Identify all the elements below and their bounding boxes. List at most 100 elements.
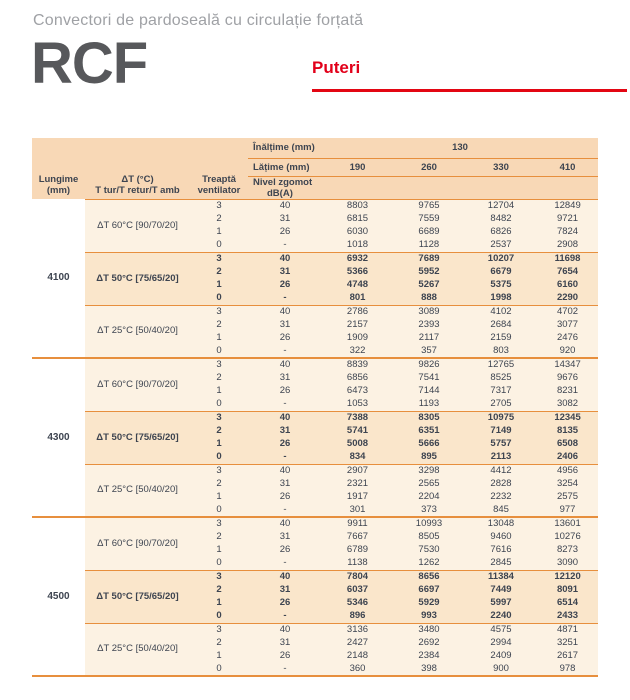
power-value-cell-330: 12704 <box>465 199 537 213</box>
noise-level-cell: 31 <box>248 424 322 438</box>
fan-speed-cell: 3 <box>190 358 248 372</box>
power-value-cell-190: 360 <box>322 662 393 678</box>
power-value-cell-190: 896 <box>322 609 393 624</box>
power-value-cell-330: 2845 <box>465 556 537 571</box>
fan-speed-cell: 0 <box>190 503 248 519</box>
power-value-cell-330: 7149 <box>465 424 537 438</box>
table-row: 0-360 398 900 978 <box>32 662 599 678</box>
power-value-cell-260: 9765 <box>393 199 465 213</box>
fan-speed-cell: 0 <box>190 556 248 571</box>
fan-speed-cell: 1 <box>190 490 248 504</box>
table-row: 0-322 357 803 920 <box>32 344 599 360</box>
power-value-cell-190: 6856 <box>322 371 393 385</box>
header-spacer-1 <box>322 176 393 200</box>
header-width-190: 190 <box>322 158 393 177</box>
power-value-cell-190: 5346 <box>322 596 393 610</box>
fan-speed-cell: 3 <box>190 623 248 637</box>
red-divider-rule <box>312 89 627 92</box>
power-value-cell-330: 9460 <box>465 530 537 544</box>
table-row: 0-1053 1193 2705 3082 <box>32 397 599 412</box>
power-value-cell-330: 10975 <box>465 411 537 425</box>
power-value-cell-190: 1909 <box>322 331 393 345</box>
fan-speed-cell: 0 <box>190 397 248 412</box>
power-value-cell-330: 2232 <box>465 490 537 504</box>
power-value-cell-330: 4412 <box>465 464 537 478</box>
table-row: 1 26 1917 2204 2232 2575 <box>32 490 599 504</box>
power-value-cell-330: 4102 <box>465 305 537 319</box>
table-row: 4500 ΔT 60°C [90/70/20] 3 40 9911 10993 13048 1… <box>32 517 599 677</box>
power-value-cell-260: 2565 <box>393 477 465 491</box>
power-value-cell-190: 1018 <box>322 238 393 253</box>
power-value-cell-260: 10993 <box>393 517 465 531</box>
table-row: 2 31 6856 7541 8525 9676 <box>32 371 599 385</box>
header-fan-speed-line1: Treaptă <box>202 173 236 185</box>
header-noise-line2: dB(A) <box>267 187 293 199</box>
power-value-cell-410: 2908 <box>537 238 599 253</box>
power-value-cell-410: 8091 <box>537 583 599 597</box>
delta-t-cell: ΔT 25°C [50/40/20] <box>85 623 190 677</box>
power-value-cell-330: 4575 <box>465 623 537 637</box>
table-row: 1 26 6030 6689 6826 7824 <box>32 225 599 239</box>
power-value-cell-330: 13048 <box>465 517 537 531</box>
header-fan-speed-line2: ventilator <box>197 184 241 196</box>
power-value-cell-260: 1262 <box>393 556 465 571</box>
power-value-cell-260: 8305 <box>393 411 465 425</box>
power-value-cell-330: 7317 <box>465 384 537 398</box>
fan-speed-cell: 2 <box>190 265 248 279</box>
fan-speed-cell: 3 <box>190 570 248 584</box>
noise-level-cell: - <box>248 344 322 360</box>
power-value-cell-190: 7667 <box>322 530 393 544</box>
power-value-cell-190: 2907 <box>322 464 393 478</box>
header-spacer-4 <box>537 176 599 200</box>
power-value-cell-330: 8525 <box>465 371 537 385</box>
power-value-cell-190: 301 <box>322 503 393 519</box>
power-value-cell-190: 5741 <box>322 424 393 438</box>
table-row: 2 31 6815 7559 8482 9721 <box>32 212 599 226</box>
power-value-cell-190: 8803 <box>322 199 393 213</box>
power-table: Lungime (mm) ΔT (°C) T tur/T retur/T amb… <box>32 138 599 678</box>
power-value-cell-260: 357 <box>393 344 465 360</box>
power-value-cell-330: 2684 <box>465 318 537 332</box>
power-value-cell-190: 1917 <box>322 490 393 504</box>
power-value-cell-410: 2406 <box>537 450 599 465</box>
section-label: Puteri <box>312 58 361 77</box>
power-value-cell-190: 1138 <box>322 556 393 571</box>
noise-level-cell: 26 <box>248 596 322 610</box>
fan-speed-cell: 0 <box>190 662 248 678</box>
header-spacer-3 <box>465 176 537 200</box>
fan-speed-cell: 3 <box>190 305 248 319</box>
fan-speed-cell: 0 <box>190 344 248 360</box>
fan-speed-cell: 1 <box>190 225 248 239</box>
power-value-cell-330: 7449 <box>465 583 537 597</box>
power-value-cell-330: 2409 <box>465 649 537 663</box>
fan-speed-cell: 1 <box>190 649 248 663</box>
power-value-cell-410: 3254 <box>537 477 599 491</box>
delta-t-cell: ΔT 25°C [50/40/20] <box>85 305 190 359</box>
power-value-cell-260: 7541 <box>393 371 465 385</box>
power-value-cell-410: 4956 <box>537 464 599 478</box>
power-value-cell-410: 978 <box>537 662 599 678</box>
table-row: ΔT 50°C [75/65/20] 3 40 7804 8656 11384 12120 <box>32 570 599 624</box>
fan-speed-cell: 3 <box>190 199 248 213</box>
power-value-cell-410: 6508 <box>537 437 599 451</box>
noise-level-cell: 26 <box>248 331 322 345</box>
noise-level-cell: - <box>248 503 322 519</box>
power-value-cell-190: 8839 <box>322 358 393 372</box>
table-row: ΔT 50°C [75/65/20] 3 40 7388 8305 10975 12345 <box>32 411 599 465</box>
noise-level-cell: - <box>248 397 322 412</box>
delta-t-cell: ΔT 50°C [75/65/20] <box>85 411 190 465</box>
noise-level-cell: 26 <box>248 384 322 398</box>
power-value-cell-260: 9826 <box>393 358 465 372</box>
table-row: 1 26 2148 2384 2409 2617 <box>32 649 599 663</box>
table-row: 4300 ΔT 60°C [90/70/20] 3 40 8839 9826 12765 14… <box>32 358 599 518</box>
table-row: 1 26 4748 5267 5375 6160 <box>32 278 599 292</box>
power-value-cell-190: 7804 <box>322 570 393 584</box>
table-row: 2 31 2157 2393 2684 3077 <box>32 318 599 332</box>
power-value-cell-410: 977 <box>537 503 599 519</box>
noise-level-cell: 40 <box>248 305 322 319</box>
table-row: 0-1138 1262 2845 3090 <box>32 556 599 571</box>
power-value-cell-260: 2393 <box>393 318 465 332</box>
power-value-cell-330: 2705 <box>465 397 537 412</box>
header-width-330: 330 <box>465 158 537 177</box>
delta-t-cell: ΔT 60°C [90/70/20] <box>85 358 190 412</box>
